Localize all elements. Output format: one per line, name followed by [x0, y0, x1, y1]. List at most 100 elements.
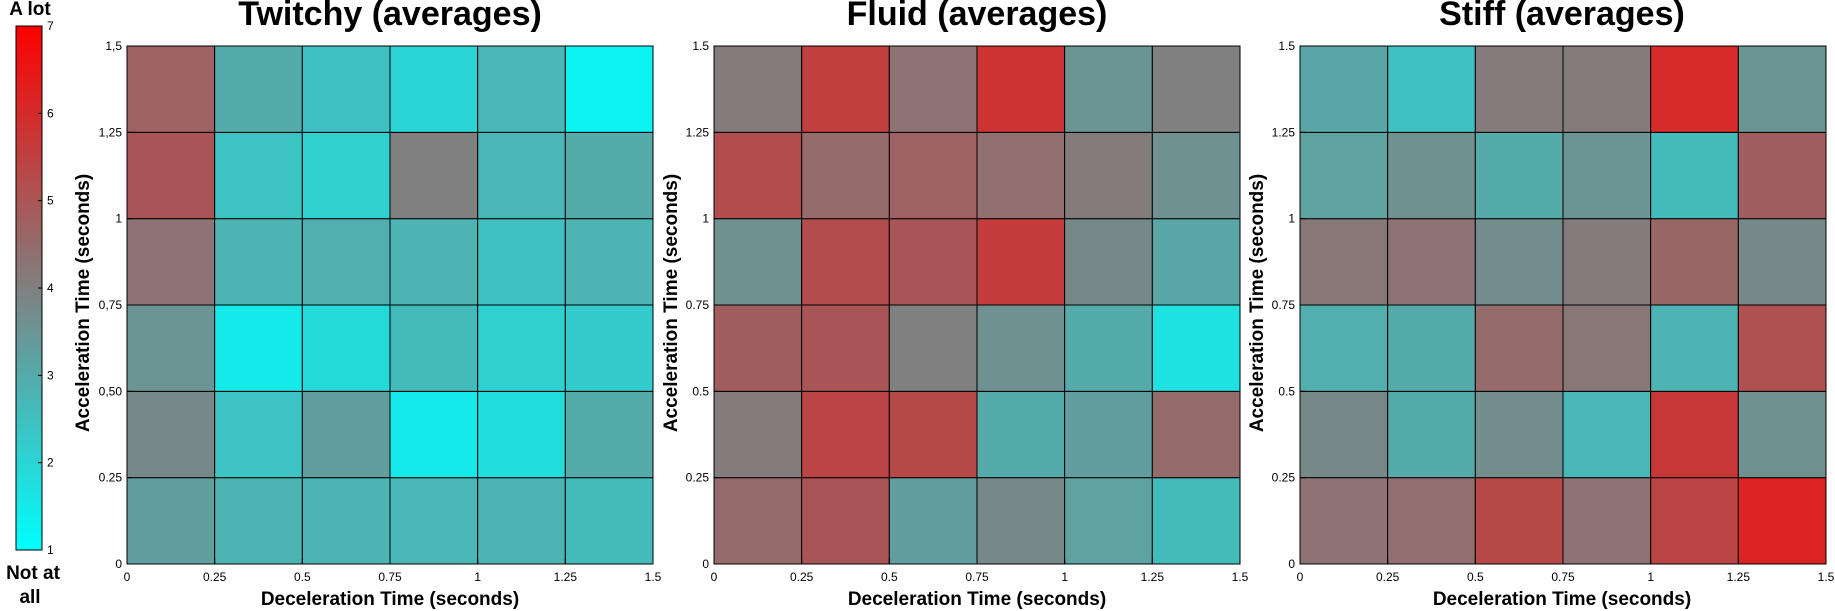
heatmap-cell [976, 45, 1066, 133]
heatmap-cells [713, 45, 1241, 565]
heatmap-cell [477, 218, 566, 306]
colorbar-tick-label: 1 [47, 543, 54, 557]
x-axis-label: Deceleration Time (seconds) [261, 589, 519, 610]
x-tick-label: 1.25 [1727, 570, 1751, 584]
heatmap-cell [1064, 477, 1153, 565]
heatmap-cell [1387, 218, 1476, 306]
heatmap-cell [1151, 390, 1241, 479]
y-axis-label: Acceleration Time (seconds) [73, 174, 94, 432]
heatmap-cell [801, 304, 890, 392]
y-tick-label: 0 [1288, 557, 1295, 571]
heatmap-cell [126, 390, 216, 479]
heatmap-cell [1650, 390, 1739, 479]
heatmap-cell [1474, 131, 1564, 220]
heatmap-cell [301, 45, 391, 133]
x-tick-label: 1.5 [1818, 570, 1835, 584]
colorbar-ticks: 1 2 3 4 5 6 7 [38, 19, 54, 557]
heatmap-cell [1151, 304, 1241, 392]
heatmap-cell [801, 45, 890, 133]
heatmap-cell [1387, 45, 1476, 133]
y-tick-label: 1 [1288, 212, 1295, 226]
heatmap-cell [1299, 45, 1389, 133]
heatmap-cell [214, 390, 303, 479]
heatmap-cell [1151, 45, 1241, 133]
y-tick-label: 1.5 [692, 39, 709, 53]
colorbar-top-label: A lot [9, 0, 51, 20]
heatmap-cell [888, 477, 978, 565]
heatmap-cell [564, 45, 654, 133]
y-axis-label: Acceleration Time (seconds) [661, 174, 682, 432]
y-tick-label: 1,5 [105, 39, 122, 53]
x-tick-label: 1.5 [1232, 570, 1249, 584]
panel-title: Stiff (averages) [1439, 0, 1685, 33]
heatmap-cell [1387, 304, 1476, 392]
heatmap-cell [564, 390, 654, 479]
heatmap-cell [1562, 390, 1652, 479]
heatmap-cell [1151, 477, 1241, 565]
heatmap-cell [301, 477, 391, 565]
heatmap-cell [301, 304, 391, 392]
heatmap-cell [477, 304, 566, 392]
heatmap-cell [389, 131, 479, 220]
heatmap-cell [1562, 477, 1652, 565]
heatmap-cell [1387, 477, 1476, 565]
x-tick-label: 1 [474, 570, 481, 584]
heatmap-cell [976, 131, 1066, 220]
heatmap-cell [301, 131, 391, 220]
x-tick-label: 0.5 [294, 570, 311, 584]
heatmap-cell [1737, 390, 1827, 479]
x-tick-label: 1.25 [1141, 570, 1165, 584]
y-tick-label: 0,50 [99, 384, 123, 398]
y-axis-label: Acceleration Time (seconds) [1247, 174, 1268, 432]
y-tick-label: 0 [702, 557, 709, 571]
heatmap-cell [214, 45, 303, 133]
x-tick-label: 0.75 [1551, 570, 1575, 584]
heatmap-cell [1650, 131, 1739, 220]
colorbar-gradient [15, 25, 43, 551]
y-tick-label: 1 [115, 212, 122, 226]
y-axis-ticks: 0 0.25 0.5 0.75 1 1.25 1.5 [1272, 39, 1305, 571]
x-axis-ticks: 0 0.25 0.5 0.75 1 1.25 1.5 [124, 559, 662, 584]
heatmap-cell [888, 390, 978, 479]
heatmap-cell [1064, 218, 1153, 306]
heatmap-cell [214, 131, 303, 220]
y-tick-label: 0.25 [686, 471, 710, 485]
y-tick-label: 0.75 [686, 298, 710, 312]
x-axis-ticks: 0 0.25 0.5 0.75 1 1.25 1.5 [1297, 559, 1835, 584]
y-tick-label: 0,75 [99, 298, 123, 312]
heatmap-cell [389, 390, 479, 479]
heatmap-cell [713, 45, 803, 133]
colorbar-tick-label: 5 [47, 194, 54, 208]
heatmap-cell [126, 304, 216, 392]
heatmap-cell [126, 131, 216, 220]
heatmap-cell [1064, 131, 1153, 220]
heatmap-cell [1650, 218, 1739, 306]
heatmap-cell [477, 131, 566, 220]
x-tick-label: 1 [1647, 570, 1654, 584]
y-tick-label: 0.5 [692, 384, 709, 398]
heatmap-cell [1299, 390, 1389, 479]
colorbar-tick-label: 2 [47, 456, 54, 470]
heatmap-cell [976, 390, 1066, 479]
heatmap-cell [126, 218, 216, 306]
heatmap-cell [1737, 218, 1827, 306]
heatmap-cell [801, 477, 890, 565]
heatmap-cell [801, 131, 890, 220]
heatmap-cell [1562, 304, 1652, 392]
heatmap-cell [477, 45, 566, 133]
heatmap-cell [1474, 390, 1564, 479]
heatmap-cell [564, 131, 654, 220]
heatmap-cell [477, 390, 566, 479]
heatmap-cell [1299, 218, 1389, 306]
x-tick-label: 0.5 [881, 570, 898, 584]
x-tick-label: 1.25 [554, 570, 578, 584]
x-axis-label: Deceleration Time (seconds) [848, 589, 1106, 610]
heatmap-cell [801, 390, 890, 479]
heatmap-cell [564, 218, 654, 306]
x-axis-label: Deceleration Time (seconds) [1433, 589, 1691, 610]
heatmap-cell [801, 218, 890, 306]
panel-title: Fluid (averages) [847, 0, 1108, 33]
heatmap-cell [1737, 45, 1827, 133]
y-tick-label: 0.25 [1272, 471, 1296, 485]
